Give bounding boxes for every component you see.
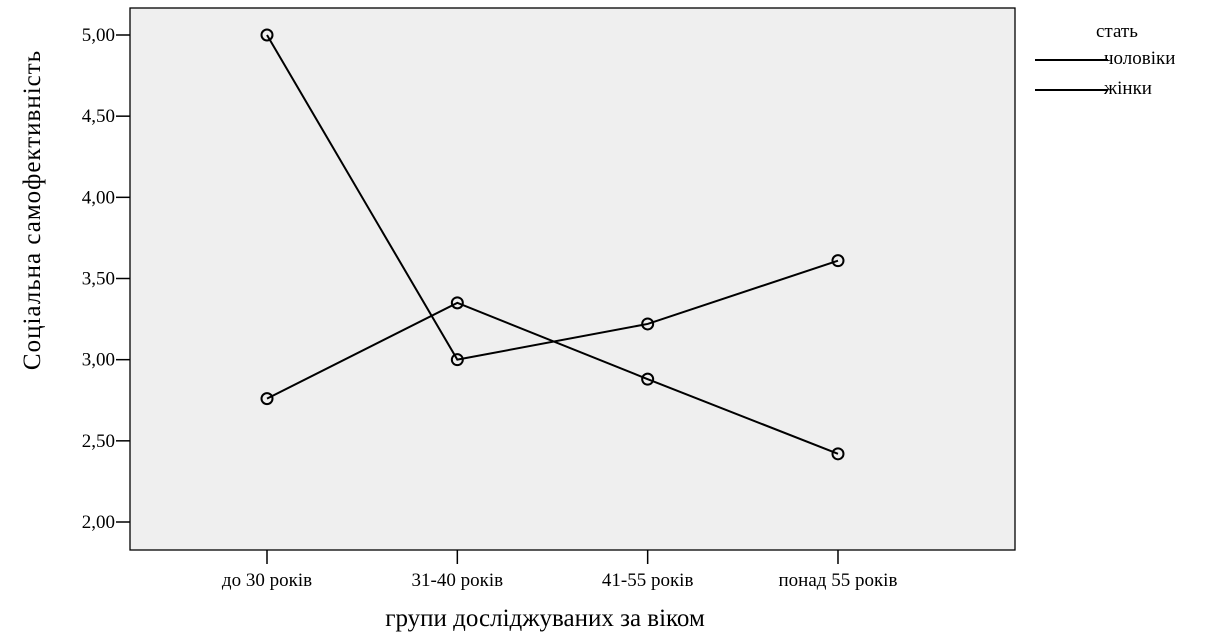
series-2-point <box>831 447 845 461</box>
y-tick-label: 5,00 <box>82 25 115 46</box>
x-axis-title: групи досліджуваних за віком <box>385 605 705 632</box>
series-line-2 <box>266 301 839 455</box>
series-1-point <box>260 28 274 42</box>
x-tick-label: до 30 років <box>222 570 312 591</box>
y-tick-label: 4,00 <box>82 187 115 208</box>
legend: стать чоловіки жінки <box>1035 21 1175 99</box>
y-axis-title: Соціальна самофективність <box>19 50 46 370</box>
y-tick-label: 2,00 <box>82 512 115 533</box>
y-tick-label: 3,50 <box>82 269 115 290</box>
y-tick-label: 2,50 <box>82 431 115 452</box>
series-2-point <box>450 296 464 310</box>
legend-title: стать <box>1096 21 1138 42</box>
series-1-point <box>641 317 655 331</box>
y-axis: 2,00 2,50 3,00 3,50 4,00 4,50 5,00 <box>82 25 130 533</box>
legend-label-series-1: чоловіки <box>1104 48 1175 69</box>
x-axis: до 30 років 31-40 років 41-55 років понад 5… <box>222 550 898 591</box>
series-2-point <box>260 392 274 406</box>
x-tick-label: 41-55 років <box>602 570 694 591</box>
y-tick-label: 3,00 <box>82 350 115 371</box>
plot-area <box>129 7 1016 551</box>
y-tick-label: 4,50 <box>82 106 115 127</box>
x-tick-label: 31-40 років <box>412 570 504 591</box>
legend-label-series-2: жінки <box>1103 78 1152 99</box>
series-1-point <box>450 353 464 367</box>
series-2-point <box>641 372 655 386</box>
series-layer <box>260 28 845 461</box>
x-tick-label: понад 55 років <box>779 570 898 591</box>
series-1-point <box>831 254 845 268</box>
